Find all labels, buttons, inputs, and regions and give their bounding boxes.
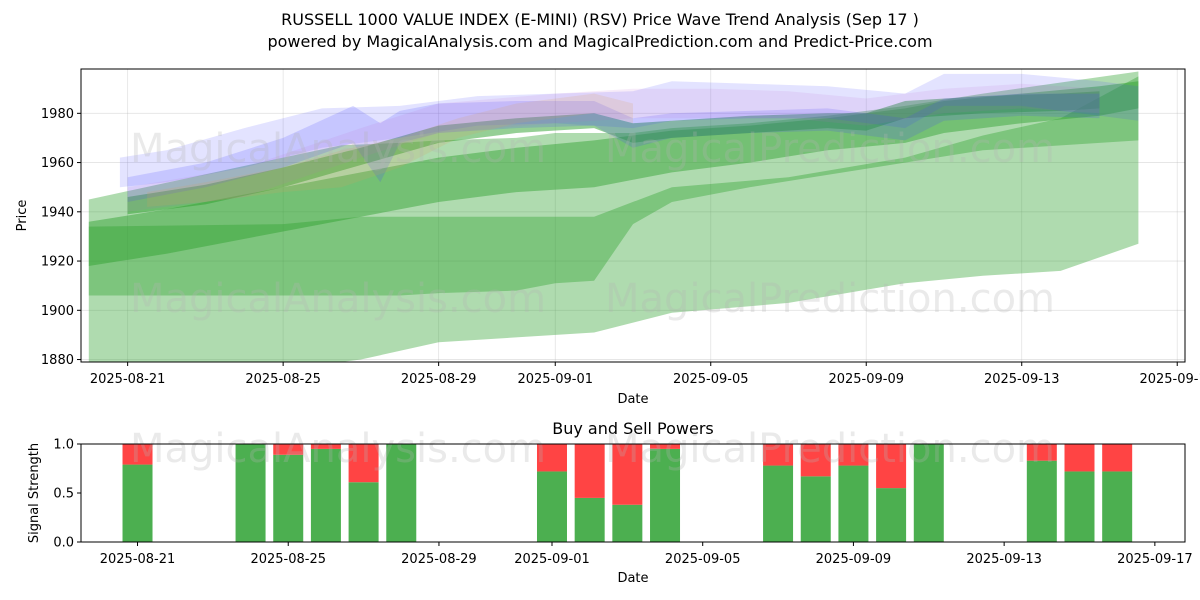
x-axis-label: Date	[617, 392, 648, 407]
buy-bar	[310, 448, 341, 542]
buy-bar	[235, 444, 266, 542]
buy-bar	[800, 476, 831, 542]
x-tick-label: 2025-09-01	[517, 372, 593, 387]
sell-bar	[876, 444, 907, 489]
band-blue-band-1	[119, 73, 1139, 188]
buy-bar	[763, 465, 794, 542]
chart-title: RUSSELL 1000 VALUE INDEX (E-MINI) (RSV) …	[281, 10, 919, 29]
buy-bar	[1102, 471, 1133, 542]
band-orange-band	[147, 93, 633, 207]
sell-bar	[348, 444, 379, 483]
buy-bar	[913, 444, 944, 542]
buy-bar	[612, 504, 643, 542]
y-tick-label: 1880	[41, 353, 74, 368]
sell-bar	[1064, 444, 1095, 472]
x-tick-label: 2025-09-05	[665, 552, 741, 567]
watermark-prediction: MagicalPrediction.com	[605, 276, 1055, 322]
sell-bar	[612, 444, 643, 505]
watermark-prediction: MagicalPrediction.com	[605, 426, 1055, 472]
signal-bars	[122, 444, 1133, 542]
band-purple-band	[127, 83, 1100, 212]
buy-bar	[574, 497, 605, 542]
buy-bar	[536, 471, 567, 542]
x-axis-label: Date	[617, 571, 648, 586]
x-tick-label: 2025-09-17	[1139, 372, 1200, 387]
y-tick-label: 1900	[41, 304, 74, 319]
sell-bar	[310, 444, 341, 449]
buy-bar	[273, 454, 304, 542]
buy-bar	[348, 482, 379, 542]
y-axis-label: Signal Strength	[27, 443, 42, 543]
x-tick-label: 2025-08-29	[401, 552, 477, 567]
band-green-wide-lower	[88, 76, 1139, 362]
x-tick-label: 2025-08-21	[100, 552, 176, 567]
buy-bar	[876, 488, 907, 542]
x-tick-label: 2025-08-25	[245, 372, 321, 387]
band-blue-band-2	[127, 93, 1100, 202]
sell-bar	[650, 444, 681, 449]
y-tick-label: 1920	[41, 255, 74, 270]
sell-bar	[273, 444, 304, 455]
y-tick-label: 1940	[41, 205, 74, 220]
y-tick-label: 1960	[41, 156, 74, 171]
watermark-analysis: MagicalAnalysis.com	[130, 276, 546, 322]
buy-bar	[838, 465, 869, 542]
x-tick-label: 2025-08-25	[250, 552, 326, 567]
y-tick-label: 1980	[41, 107, 74, 122]
sell-bar	[1026, 444, 1057, 461]
sell-bar	[122, 444, 153, 465]
watermark-prediction: MagicalPrediction.com	[605, 126, 1055, 172]
watermark-analysis: MagicalAnalysis.com	[130, 426, 546, 472]
x-tick-label: 2025-08-21	[90, 372, 166, 387]
buy-bar	[650, 448, 681, 542]
band-green-wide-upper	[88, 71, 1139, 296]
sell-bar	[838, 444, 869, 466]
sell-bar	[763, 444, 794, 466]
x-tick-label: 2025-08-29	[401, 372, 477, 387]
y-axis-label: Price	[15, 200, 30, 232]
watermark-analysis: MagicalAnalysis.com	[130, 126, 546, 172]
x-tick-label: 2025-09-13	[984, 372, 1060, 387]
x-tick-label: 2025-09-17	[1117, 552, 1193, 567]
sell-bar	[1102, 444, 1133, 472]
y-tick-label: 0.0	[53, 536, 74, 551]
buy-bar	[1064, 471, 1095, 542]
bars-title: Buy and Sell Powers	[552, 419, 714, 438]
buy-bar	[122, 464, 153, 542]
band-green-band-narrow	[127, 91, 1100, 215]
x-tick-label: 2025-09-01	[514, 552, 590, 567]
x-tick-label: 2025-09-09	[828, 372, 904, 387]
buy-bar	[386, 444, 417, 542]
y-tick-label: 1.0	[53, 438, 74, 453]
price-bands	[88, 71, 1139, 362]
sell-bar	[574, 444, 605, 498]
buy-bar	[1026, 460, 1057, 542]
chart-subtitle: powered by MagicalAnalysis.com and Magic…	[267, 32, 933, 51]
y-tick-label: 0.5	[53, 487, 74, 502]
plot-frame	[80, 68, 1186, 363]
sell-bar	[536, 444, 567, 472]
x-tick-label: 2025-09-13	[966, 552, 1042, 567]
x-tick-label: 2025-09-05	[673, 372, 749, 387]
x-tick-label: 2025-09-09	[816, 552, 892, 567]
sell-bar	[800, 444, 831, 477]
